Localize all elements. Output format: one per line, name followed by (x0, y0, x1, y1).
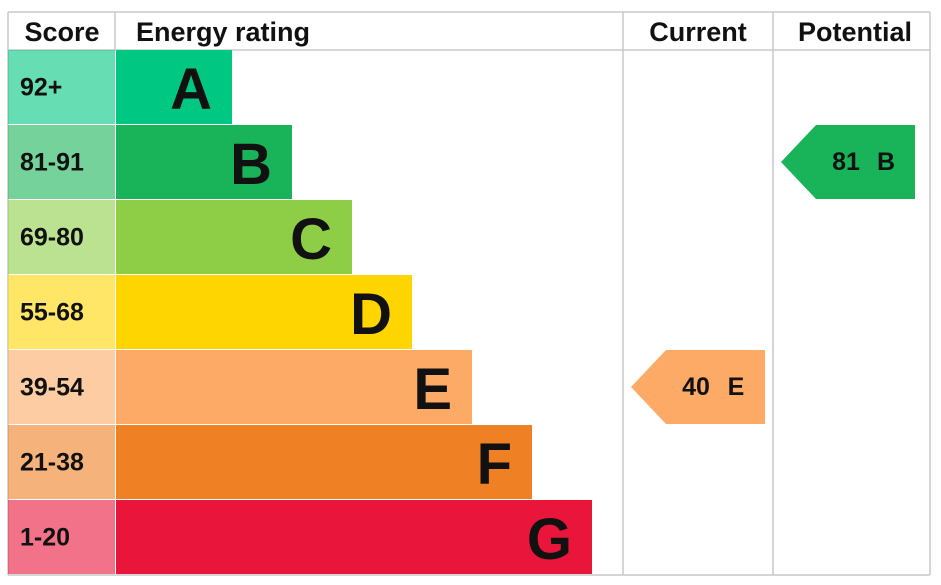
header-rating: Energy rating (136, 17, 310, 47)
rating-letter: G (527, 507, 572, 572)
rating-bar (116, 275, 412, 349)
score-label: 92+ (20, 74, 62, 102)
score-cell (8, 50, 115, 124)
score-cell (8, 425, 115, 499)
rating-bar (116, 350, 472, 424)
rating-letter: D (350, 282, 392, 347)
score-label: 39-54 (20, 374, 84, 402)
rating-bar (116, 200, 352, 274)
score-label: 69-80 (20, 224, 84, 252)
potential-letter: B (877, 148, 895, 176)
current-value: 40 (682, 373, 710, 401)
score-label: 55-68 (20, 299, 84, 327)
header-potential: Potential (798, 17, 912, 47)
current-arrow (631, 350, 765, 424)
score-cell (8, 200, 115, 274)
score-cell (8, 500, 115, 574)
score-label: 81-91 (20, 149, 84, 177)
rating-letter: A (170, 57, 212, 122)
score-cell (8, 125, 115, 199)
rating-letter: C (290, 207, 332, 272)
rating-bar (116, 425, 532, 499)
score-label: 21-38 (20, 449, 84, 477)
score-cell (8, 350, 115, 424)
header-score: Score (24, 17, 99, 47)
score-cell (8, 275, 115, 349)
header-current: Current (649, 17, 747, 47)
rating-bar (116, 500, 592, 574)
current-letter: E (728, 373, 745, 401)
rating-letter: B (230, 132, 272, 197)
potential-value: 81 (832, 148, 860, 176)
rating-letter: E (413, 357, 452, 422)
score-label: 1-20 (20, 524, 70, 552)
rating-letter: F (477, 432, 512, 497)
rating-bar (116, 50, 232, 124)
rating-bar (116, 125, 292, 199)
potential-arrow (781, 125, 915, 199)
